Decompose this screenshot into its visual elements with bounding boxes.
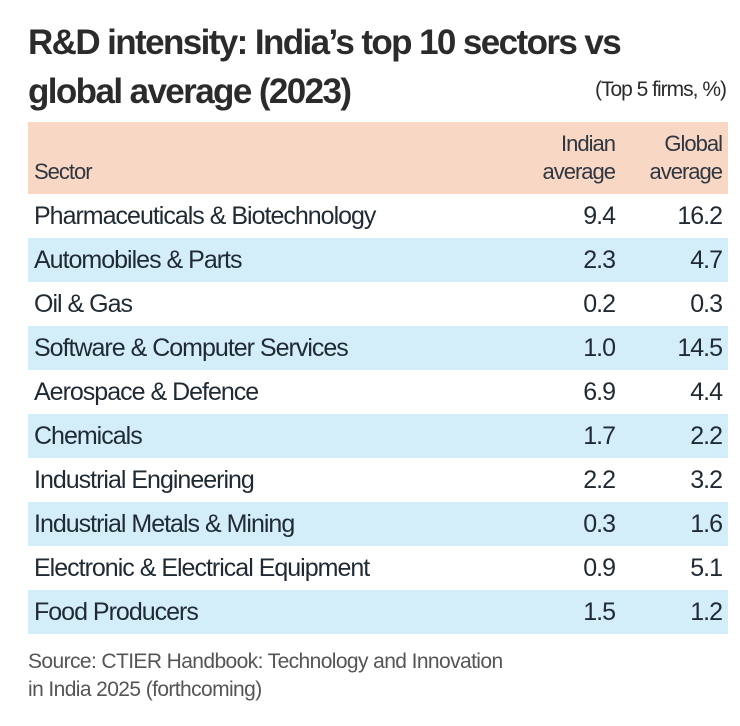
table-row: Pharmaceuticals & Biotechnology 9.4 16.2 bbox=[28, 194, 728, 238]
indian-average-cell: 1.5 bbox=[583, 597, 616, 626]
title-line-1: R&D intensity: India’s top 10 sectors vs bbox=[28, 23, 622, 62]
source-note: Source: CTIER Handbook: Technology and I… bbox=[28, 648, 503, 704]
global-average-cell: 16.2 bbox=[677, 201, 723, 230]
chart-title: R&D intensity: India’s top 10 sectors vs… bbox=[28, 18, 622, 116]
header-row: Sector Indian average Global average bbox=[28, 122, 728, 194]
indian-average-cell: 1.7 bbox=[583, 421, 616, 450]
title-line-2: global average (2023) bbox=[28, 72, 352, 111]
indian-average-cell: 2.2 bbox=[583, 465, 616, 494]
global-average-cell: 4.4 bbox=[690, 377, 723, 406]
global-average-cell: 1.6 bbox=[690, 509, 723, 538]
table-row: Food Producers 1.5 1.2 bbox=[28, 590, 728, 634]
global-average-cell: 0.3 bbox=[690, 289, 723, 318]
indian-average-cell: 0.9 bbox=[583, 553, 616, 582]
source-line-1: Source: CTIER Handbook: Technology and I… bbox=[28, 650, 503, 673]
sector-cell: Food Producers bbox=[34, 597, 199, 626]
global-average-cell: 3.2 bbox=[690, 465, 723, 494]
sector-cell: Industrial Engineering bbox=[34, 465, 255, 494]
table-row: Chemicals 1.7 2.2 bbox=[28, 414, 728, 458]
indian-average-cell: 2.3 bbox=[583, 245, 616, 274]
sector-cell: Oil & Gas bbox=[34, 289, 133, 318]
sector-cell: Electronic & Electrical Equipment bbox=[34, 553, 370, 582]
header-sector: Sector bbox=[34, 159, 93, 184]
sector-cell: Aerospace & Defence bbox=[34, 377, 259, 406]
table-row: Software & Computer Services 1.0 14.5 bbox=[28, 326, 728, 370]
table-row: Electronic & Electrical Equipment 0.9 5.1 bbox=[28, 546, 728, 590]
table-row: Automobiles & Parts 2.3 4.7 bbox=[28, 238, 728, 282]
header-indian-average: Indian average bbox=[542, 131, 616, 184]
global-average-cell: 1.2 bbox=[690, 597, 723, 626]
data-table: Sector Indian average Global average Pharm… bbox=[28, 122, 728, 634]
table-row: Industrial Engineering 2.2 3.2 bbox=[28, 458, 728, 502]
indian-average-cell: 0.3 bbox=[583, 509, 616, 538]
indian-average-cell: 9.4 bbox=[583, 201, 616, 230]
indian-average-cell: 0.2 bbox=[583, 289, 616, 318]
source-line-2: in India 2025 (forthcoming) bbox=[28, 678, 262, 701]
indian-average-cell: 1.0 bbox=[583, 333, 616, 362]
sector-cell: Chemicals bbox=[34, 421, 143, 450]
global-average-cell: 2.2 bbox=[690, 421, 723, 450]
sector-cell: Industrial Metals & Mining bbox=[34, 509, 295, 538]
table-row: Aerospace & Defence 6.9 4.4 bbox=[28, 370, 728, 414]
indian-average-cell: 6.9 bbox=[583, 377, 616, 406]
unit-note: (Top 5 firms, %) bbox=[594, 78, 727, 101]
table-row: Industrial Metals & Mining 0.3 1.6 bbox=[28, 502, 728, 546]
sector-cell: Software & Computer Services bbox=[34, 333, 349, 362]
table-row: Oil & Gas 0.2 0.3 bbox=[28, 282, 728, 326]
sector-cell: Automobiles & Parts bbox=[34, 245, 243, 274]
header-global-average: Global average bbox=[649, 131, 723, 184]
global-average-cell: 5.1 bbox=[690, 553, 723, 582]
sector-cell: Pharmaceuticals & Biotechnology bbox=[34, 201, 376, 230]
global-average-cell: 14.5 bbox=[677, 333, 723, 362]
global-average-cell: 4.7 bbox=[690, 245, 723, 274]
